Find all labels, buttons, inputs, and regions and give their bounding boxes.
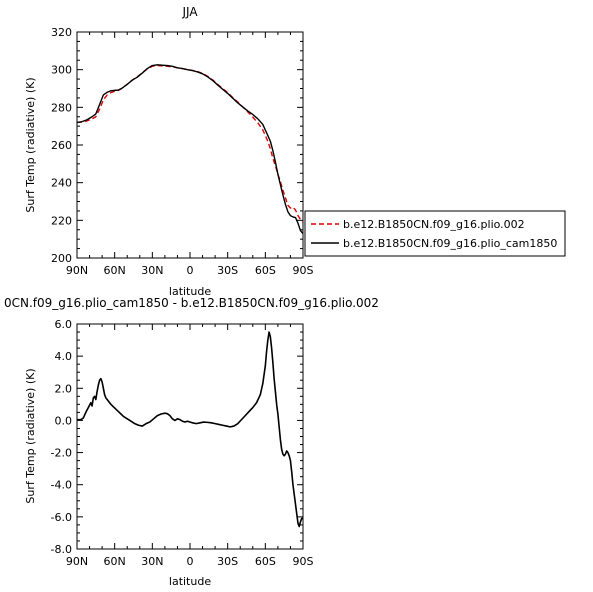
y-axis-ticks: 200 220 240 260 280 300 320: [51, 26, 303, 265]
plot-frame: [76, 323, 304, 550]
y-tick-label: 0.0: [55, 414, 73, 427]
y-tick-label: 280: [51, 101, 72, 114]
y-tick-label: 2.0: [55, 382, 73, 395]
legend-label-plio-cam1850: b.e12.B1850CN.f09_g16.plio_cam1850: [343, 237, 557, 250]
legend-label-plio-002: b.e12.B1850CN.f09_g16.plio.002: [343, 218, 525, 231]
series-layer: [77, 331, 303, 528]
x-axis-label: latitude: [169, 285, 211, 298]
y-tick-label: 200: [51, 252, 72, 265]
x-tick-label: 90S: [293, 555, 314, 568]
y-tick-label: 260: [51, 139, 72, 152]
y-tick-label: 220: [51, 214, 72, 227]
x-tick-label: 90N: [66, 555, 88, 568]
y-axis-ticks: 6.0 4.0 2.0 0.0 -2.0 -4.0 -6.0 -8.0: [51, 318, 303, 556]
x-tick-label: 60N: [104, 555, 126, 568]
chart-title: 0CN.f09_g16.plio_cam1850 - b.e12.B1850CN…: [4, 296, 379, 310]
x-tick-label: 90N: [66, 264, 88, 277]
panel-difference: 0CN.f09_g16.plio_cam1850 - b.e12.B1850CN…: [4, 296, 379, 588]
y-tick-label: 4.0: [55, 350, 73, 363]
x-tick-label: 60N: [104, 264, 126, 277]
x-tick-label: 0: [187, 555, 194, 568]
legend: b.e12.B1850CN.f09_g16.plio.002 b.e12.B18…: [304, 210, 566, 257]
x-tick-label: 30N: [141, 555, 163, 568]
y-tick-label: 240: [51, 177, 72, 190]
chart-title: JJA: [181, 5, 198, 19]
x-axis-label: latitude: [169, 575, 211, 588]
y-axis-label: Surf Temp (radiative) (K): [24, 368, 37, 503]
series-line-1: [77, 64, 303, 223]
series-layer: [77, 64, 303, 234]
x-tick-label: 30S: [217, 264, 238, 277]
y-tick-label: -4.0: [51, 479, 72, 492]
y-tick-label: 6.0: [55, 318, 73, 331]
x-tick-label: 90S: [293, 264, 314, 277]
series-line-1: [77, 331, 303, 528]
x-axis-ticks: 90N 60N 30N 0 30S 60S 90S: [66, 324, 314, 568]
y-tick-label: 320: [51, 26, 72, 39]
x-tick-label: 0: [187, 264, 194, 277]
y-tick-label: -2.0: [51, 447, 72, 460]
x-axis-ticks: 90N 60N 30N 0 30S 60S 90S: [66, 32, 314, 277]
y-axis-label: Surf Temp (radiative) (K): [24, 77, 37, 212]
y-tick-label: -8.0: [51, 543, 72, 556]
series-line-2: [77, 64, 303, 234]
y-tick-label: -6.0: [51, 511, 72, 524]
panel-temperature: JJA 90N 60N 30N 0 30S 60S 90S 200 220 240 260 280 3…: [24, 5, 314, 298]
legend-box: [304, 210, 566, 257]
y-tick-label: 300: [51, 64, 72, 77]
x-tick-label: 60S: [255, 555, 276, 568]
x-tick-label: 60S: [255, 264, 276, 277]
x-tick-label: 30N: [141, 264, 163, 277]
x-tick-label: 30S: [217, 555, 238, 568]
